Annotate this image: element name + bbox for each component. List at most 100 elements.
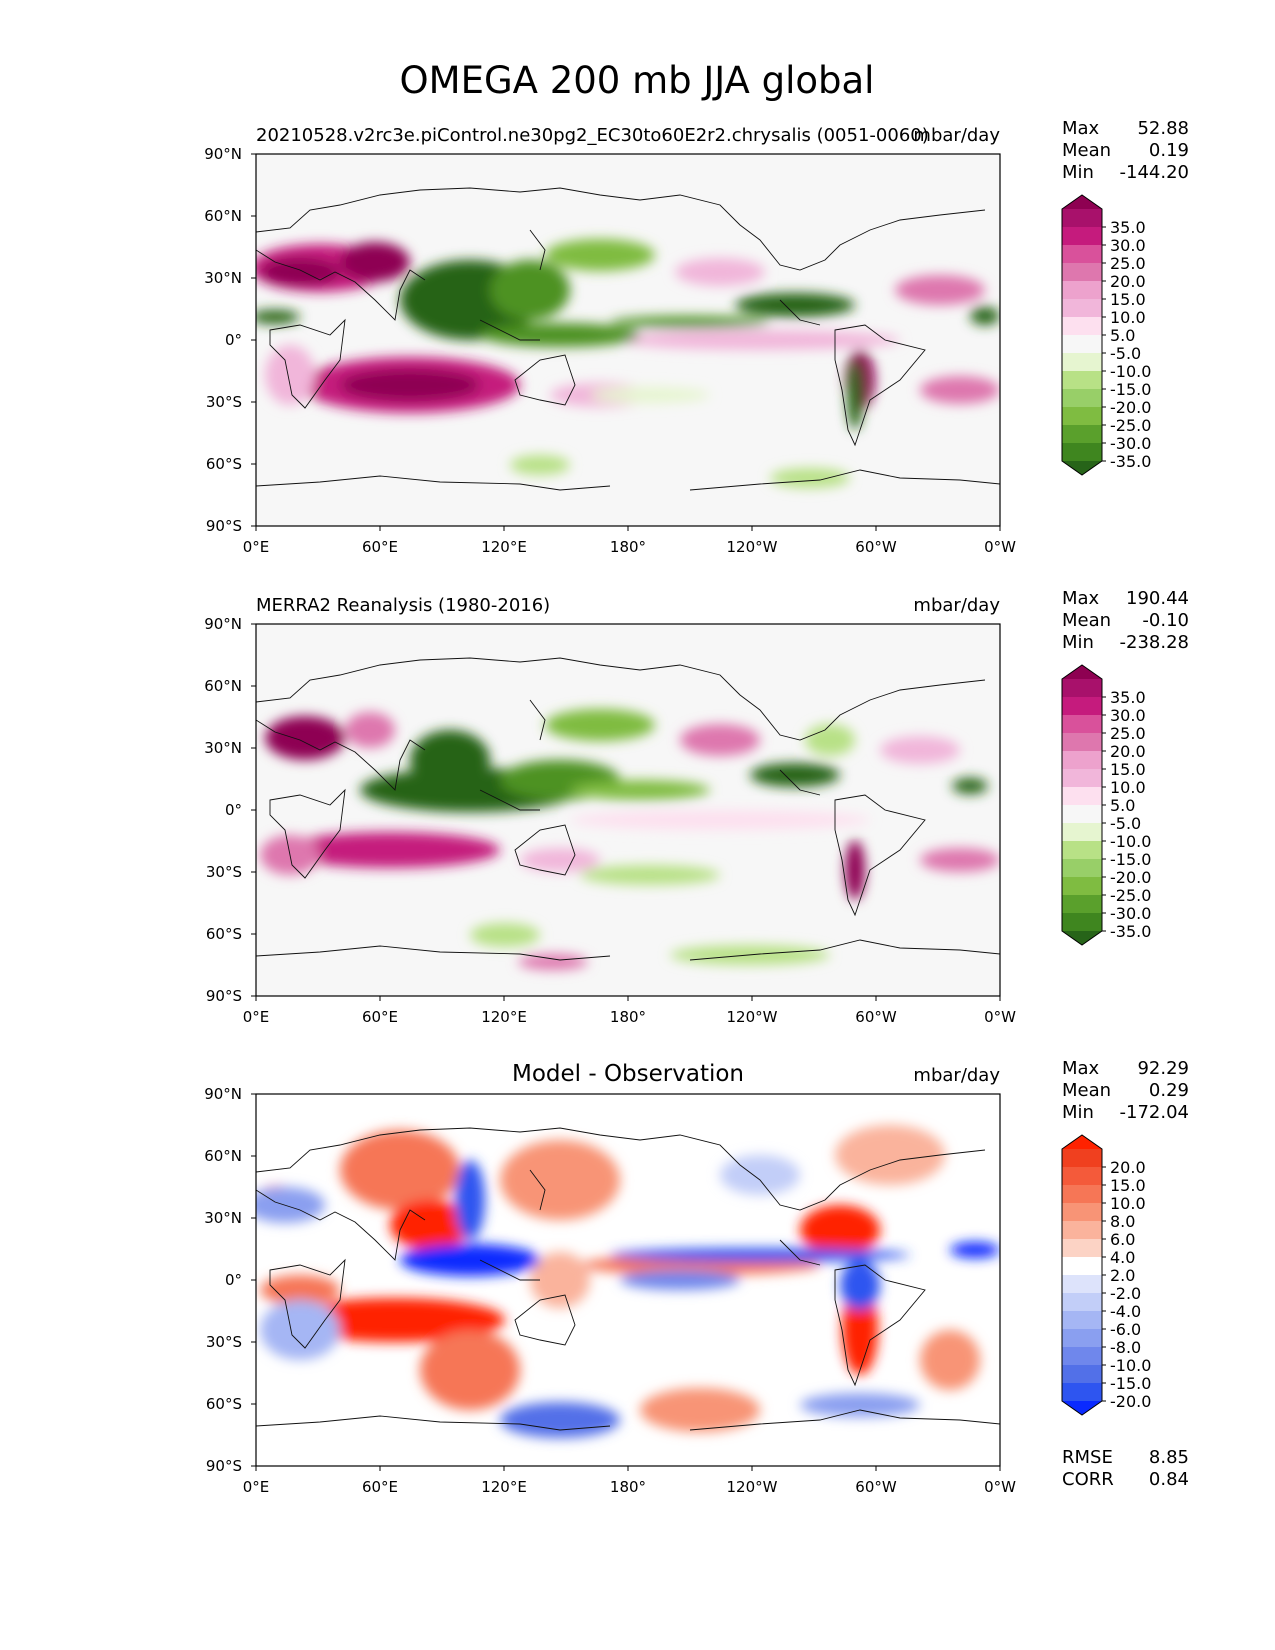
colorbar-swatch (1062, 1149, 1102, 1168)
colorbar-tick-label: 20.0 (1110, 1158, 1146, 1177)
y-tick-label: 30°S (206, 393, 242, 411)
x-tick-label: 0°E (243, 538, 270, 556)
colorbar-tick-label: 10.0 (1110, 1194, 1146, 1213)
colorbar-swatch (1062, 1167, 1102, 1186)
colorbar-swatch (1062, 1239, 1102, 1258)
colorbar-swatch (1062, 769, 1102, 788)
stat-max-label: Max (1062, 118, 1100, 139)
coastlines (256, 187, 1000, 491)
colorbar-tick-label: -8.0 (1110, 1338, 1141, 1357)
colorbar-swatch (1062, 1185, 1102, 1204)
x-tick-label: 180° (610, 1008, 646, 1026)
colorbar-tick-label: 35.0 (1110, 218, 1146, 237)
colorbar-swatch (1062, 353, 1102, 372)
skill-scores: RMSE 8.85 CORR 0.84 (1062, 1447, 1189, 1490)
coastlines (256, 657, 1000, 961)
colorbar-tick-label: 4.0 (1110, 1248, 1135, 1267)
colorbar-extend-max (1062, 195, 1102, 209)
colorbar-tick-label: -10.0 (1110, 1356, 1151, 1375)
stats-block: Max 92.29 Mean 0.29 Min -172.04 (1062, 1058, 1189, 1123)
x-tick-label: 120°W (727, 538, 778, 556)
stat-mean-value: 0.29 (1149, 1080, 1189, 1101)
colorbar-tick-label: -10.0 (1110, 832, 1151, 851)
colorbar-tick-label: 5.0 (1110, 796, 1135, 815)
stat-min-value: -172.04 (1120, 1102, 1189, 1123)
x-tick-label: 0°W (984, 1478, 1016, 1496)
colorbar-swatch (1062, 1257, 1102, 1276)
colorbar-extend-max (1062, 665, 1102, 679)
y-tick-label: 90°N (204, 145, 242, 163)
colorbar-tick-label: 15.0 (1110, 1176, 1146, 1195)
x-tick-label: 0°W (984, 1008, 1016, 1026)
x-tick-label: 120°W (727, 1008, 778, 1026)
colorbar-extend-min (1062, 1401, 1102, 1415)
colorbar-swatch (1062, 1311, 1102, 1330)
colorbar-tick-label: 6.0 (1110, 1230, 1135, 1249)
colorbar-swatch (1062, 1383, 1102, 1402)
colorbar-swatch (1062, 715, 1102, 734)
stat-mean-label: Mean (1062, 1080, 1111, 1101)
stat-mean-label: Mean (1062, 140, 1111, 161)
coastlines (256, 1127, 1000, 1431)
x-axis: 0°E 60°E 120°E 180° 120°W 60°W 0°W (243, 1466, 1016, 1496)
colorbar-swatch (1062, 1221, 1102, 1240)
colorbar-swatch (1062, 209, 1102, 228)
colorbar-swatch (1062, 697, 1102, 716)
stat-min-label: Min (1062, 632, 1094, 653)
colorbar-swatch (1062, 841, 1102, 860)
panel-difference: Model - Observation mbar/day (204, 1058, 1189, 1496)
panel-difference-units: mbar/day (913, 1065, 1000, 1086)
x-tick-label: 180° (610, 1478, 646, 1496)
colorbar-swatch (1062, 787, 1102, 806)
y-tick-label: 90°S (206, 987, 242, 1005)
colorbar-swatch (1062, 1365, 1102, 1384)
y-tick-label: 60°S (206, 455, 242, 473)
y-tick-label: 60°N (204, 1147, 242, 1165)
rmse-value: 8.85 (1149, 1447, 1189, 1468)
colorbar-tick-label: 25.0 (1110, 724, 1146, 743)
y-tick-label: 30°N (204, 1209, 242, 1227)
colorbar-tick-label: -4.0 (1110, 1302, 1141, 1321)
stat-mean-label: Mean (1062, 610, 1111, 631)
colorbar-swatch (1062, 389, 1102, 408)
corr-label: CORR (1062, 1469, 1114, 1490)
y-tick-label: 60°N (204, 207, 242, 225)
colorbar-tick-label: -25.0 (1110, 416, 1151, 435)
colorbar-tick-label: 8.0 (1110, 1212, 1135, 1231)
colorbar-swatch (1062, 805, 1102, 824)
colorbar-tick-label: -30.0 (1110, 434, 1151, 453)
colorbar-swatch (1062, 679, 1102, 698)
colorbar-swatch (1062, 407, 1102, 426)
colorbar-tick-label: -5.0 (1110, 814, 1141, 833)
stat-max-value: 52.88 (1137, 118, 1189, 139)
colorbar-tick-label: -20.0 (1110, 1392, 1151, 1411)
colorbar-tick-label: -30.0 (1110, 904, 1151, 923)
colorbar-tick-label: -15.0 (1110, 380, 1151, 399)
colorbar-swatch (1062, 281, 1102, 300)
x-tick-label: 60°W (855, 1008, 897, 1026)
colorbar-swatch (1062, 823, 1102, 842)
colorbar-swatch (1062, 299, 1102, 318)
stat-mean-value: 0.19 (1149, 140, 1189, 161)
y-tick-label: 30°N (204, 739, 242, 757)
y-axis: 90°N 60°N 30°N 0° 30°S 60°S 90°S (204, 145, 256, 535)
panel-model-units: mbar/day (913, 125, 1000, 146)
colorbar-swatch (1062, 371, 1102, 390)
map-background (256, 624, 1000, 996)
y-axis: 90°N 60°N 30°N 0° 30°S 60°S 90°S (204, 1085, 256, 1475)
x-tick-label: 180° (610, 538, 646, 556)
colorbar-swatch (1062, 263, 1102, 282)
colorbar-swatch (1062, 1275, 1102, 1294)
x-tick-label: 60°E (362, 538, 398, 556)
x-tick-label: 60°E (362, 1478, 398, 1496)
colorbar-swatch (1062, 1203, 1102, 1222)
x-tick-label: 60°W (855, 538, 897, 556)
stats-block: Max 190.44 Mean -0.10 Min -238.28 (1062, 588, 1189, 653)
y-tick-label: 60°S (206, 1395, 242, 1413)
colorbar-tick-label: -2.0 (1110, 1284, 1141, 1303)
y-tick-label: 90°N (204, 1085, 242, 1103)
panel-model: 20210528.v2rc3e.piControl.ne30pg2_EC30to… (204, 118, 1189, 556)
colorbar-swatch (1062, 245, 1102, 264)
stat-min-value: -144.20 (1120, 162, 1189, 183)
colorbar-tick-label: -20.0 (1110, 398, 1151, 417)
